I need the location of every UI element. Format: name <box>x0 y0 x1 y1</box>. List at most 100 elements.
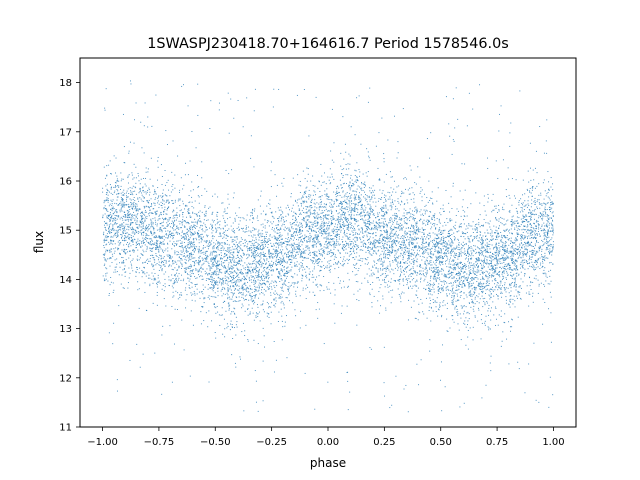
data-point <box>141 234 143 236</box>
data-point <box>440 239 442 241</box>
data-point <box>190 259 192 261</box>
data-point <box>387 198 389 200</box>
data-point <box>429 280 431 282</box>
data-point <box>528 196 530 198</box>
data-point <box>267 278 269 280</box>
data-point <box>406 247 408 249</box>
data-point <box>133 201 135 203</box>
data-point <box>496 262 498 264</box>
data-point <box>269 285 271 287</box>
data-point <box>508 239 510 241</box>
data-point <box>149 248 151 250</box>
data-point <box>280 227 282 229</box>
data-point <box>300 230 302 232</box>
data-point <box>236 285 238 287</box>
data-point <box>327 218 329 220</box>
data-point <box>533 261 535 263</box>
data-point <box>111 200 113 202</box>
data-point <box>238 250 240 252</box>
data-point <box>259 264 261 266</box>
data-point <box>412 218 414 220</box>
data-point <box>280 278 282 280</box>
data-point <box>250 299 252 301</box>
data-point <box>193 290 195 292</box>
data-point <box>308 189 310 191</box>
data-point <box>390 225 392 227</box>
data-point <box>185 222 187 224</box>
data-point <box>353 184 355 186</box>
data-point <box>442 257 444 259</box>
data-point <box>375 226 377 228</box>
data-point <box>273 228 275 230</box>
data-point <box>266 220 268 222</box>
data-point <box>505 296 507 298</box>
data-point <box>460 270 462 272</box>
data-point <box>175 277 177 279</box>
data-point <box>536 228 538 230</box>
data-point <box>448 266 450 268</box>
data-point <box>432 215 434 217</box>
data-point <box>540 194 542 196</box>
data-point <box>527 228 529 230</box>
data-point <box>367 222 369 224</box>
data-point <box>189 227 191 229</box>
data-point <box>245 285 247 287</box>
data-point <box>478 283 480 285</box>
data-point <box>257 248 259 250</box>
data-point <box>103 166 105 168</box>
data-point <box>145 250 147 252</box>
data-point <box>106 183 108 185</box>
data-point <box>316 260 318 262</box>
data-point <box>544 237 546 239</box>
data-point <box>376 222 378 224</box>
data-point <box>155 212 157 214</box>
data-point <box>360 143 362 145</box>
data-point <box>280 275 282 277</box>
data-point <box>383 230 385 231</box>
data-point <box>220 271 222 273</box>
data-point <box>257 252 259 254</box>
data-point <box>328 241 330 243</box>
data-point <box>452 299 454 301</box>
data-point <box>330 244 332 246</box>
data-point <box>429 288 431 290</box>
data-point <box>355 170 357 172</box>
data-point <box>145 228 147 230</box>
data-point <box>124 230 126 232</box>
data-point <box>260 195 262 197</box>
data-point <box>232 239 234 241</box>
data-point <box>356 162 358 164</box>
data-point <box>260 292 262 294</box>
data-point <box>160 267 162 269</box>
data-point <box>342 201 344 203</box>
data-point <box>290 255 292 257</box>
data-point <box>472 239 474 241</box>
data-point <box>516 252 518 254</box>
data-point <box>382 211 384 212</box>
data-point <box>180 250 182 252</box>
data-point <box>318 230 320 232</box>
data-point <box>122 215 124 217</box>
data-point <box>481 251 483 253</box>
data-point <box>397 235 399 237</box>
data-point <box>257 255 259 257</box>
data-point <box>148 206 150 208</box>
data-point <box>212 221 214 223</box>
data-point <box>511 245 513 247</box>
data-point <box>484 249 486 251</box>
data-point <box>500 280 502 282</box>
data-point <box>254 208 256 210</box>
data-point <box>173 280 175 282</box>
data-point <box>333 203 335 205</box>
data-point <box>351 217 353 219</box>
data-point <box>508 303 510 305</box>
data-point <box>257 248 259 250</box>
data-point <box>495 232 497 234</box>
data-point <box>275 246 277 248</box>
data-point <box>449 275 451 277</box>
data-point <box>371 196 373 198</box>
data-point <box>436 272 438 274</box>
data-point <box>232 272 234 274</box>
data-point <box>218 102 220 104</box>
data-point <box>429 339 431 341</box>
